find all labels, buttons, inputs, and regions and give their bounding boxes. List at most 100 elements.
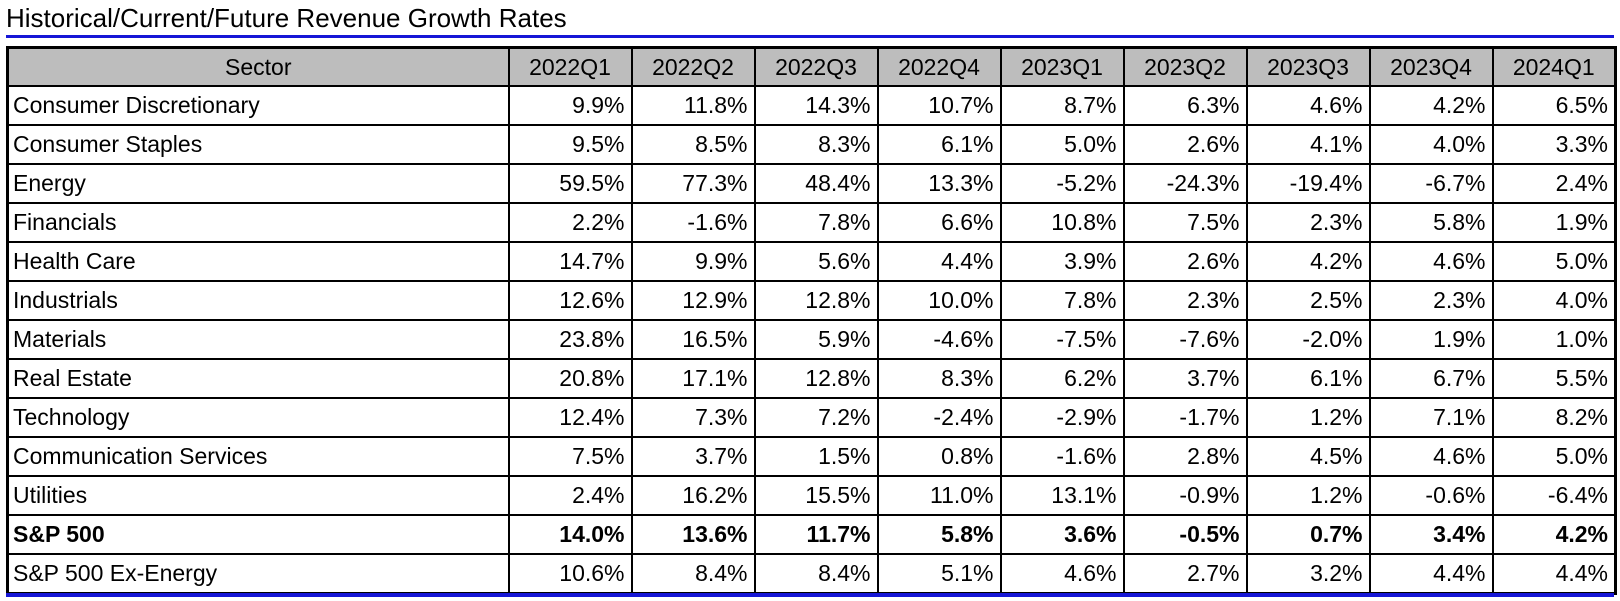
column-header-2022q1: 2022Q1 <box>507 46 633 87</box>
growth-value-cell: 12.4% <box>507 397 633 438</box>
growth-value-cell: 10.0% <box>876 280 1002 321</box>
table-row: Utilities 2.4% 16.2% 15.5% 11.0% 13.1% -0.9% 1.… <box>6 475 1617 516</box>
growth-value-cell: 7.3% <box>630 397 756 438</box>
growth-value-cell: 4.2% <box>1368 85 1494 126</box>
growth-value-cell: 2.6% <box>1122 124 1248 165</box>
growth-value-cell: 2.4% <box>507 475 633 516</box>
growth-value-cell: 15.5% <box>753 475 879 516</box>
sector-name-cell: Health Care <box>6 241 510 282</box>
growth-value-cell: 10.7% <box>876 85 1002 126</box>
growth-value-cell: 8.4% <box>753 553 879 594</box>
growth-value-cell: 7.5% <box>507 436 633 477</box>
growth-value-cell: 2.5% <box>1245 280 1371 321</box>
growth-value-cell: -2.0% <box>1245 319 1371 360</box>
bottom-rule <box>6 593 1614 597</box>
growth-value-cell: 6.1% <box>876 124 1002 165</box>
growth-value-cell: 16.5% <box>630 319 756 360</box>
growth-value-cell: 4.0% <box>1368 124 1494 165</box>
growth-value-cell: -6.4% <box>1491 475 1617 516</box>
growth-value-cell: -1.6% <box>999 436 1125 477</box>
growth-value-cell: -0.5% <box>1122 514 1248 555</box>
column-header-2023q3: 2023Q3 <box>1245 46 1371 87</box>
column-header-2023q1: 2023Q1 <box>999 46 1125 87</box>
growth-value-cell: 16.2% <box>630 475 756 516</box>
growth-value-cell: 4.0% <box>1491 280 1617 321</box>
growth-value-cell: 5.6% <box>753 241 879 282</box>
growth-value-cell: 6.7% <box>1368 358 1494 399</box>
growth-value-cell: 2.4% <box>1491 163 1617 204</box>
growth-value-cell: -19.4% <box>1245 163 1371 204</box>
growth-value-cell: 77.3% <box>630 163 756 204</box>
growth-value-cell: 2.3% <box>1245 202 1371 243</box>
table-row: Real Estate 20.8% 17.1% 12.8% 8.3% 6.2% 3.7% 6.… <box>6 358 1617 399</box>
table-row: Consumer Staples 9.5% 8.5% 8.3% 6.1% 5.0% 2.6%… <box>6 124 1617 165</box>
growth-value-cell: 10.8% <box>999 202 1125 243</box>
column-header-2022q4: 2022Q4 <box>876 46 1002 87</box>
growth-value-cell: 0.8% <box>876 436 1002 477</box>
growth-value-cell: 1.9% <box>1491 202 1617 243</box>
growth-value-cell: 48.4% <box>753 163 879 204</box>
growth-value-cell: 3.7% <box>1122 358 1248 399</box>
growth-value-cell: 10.6% <box>507 553 633 594</box>
growth-value-cell: 23.8% <box>507 319 633 360</box>
growth-value-cell: 7.5% <box>1122 202 1248 243</box>
sector-name-cell: Energy <box>6 163 510 204</box>
growth-value-cell: 4.6% <box>1368 436 1494 477</box>
growth-value-cell: 14.3% <box>753 85 879 126</box>
growth-value-cell: 2.3% <box>1122 280 1248 321</box>
growth-value-cell: -0.9% <box>1122 475 1248 516</box>
sector-name-cell: S&P 500 <box>6 514 510 555</box>
growth-value-cell: -5.2% <box>999 163 1125 204</box>
growth-value-cell: 14.0% <box>507 514 633 555</box>
growth-value-cell: 2.7% <box>1122 553 1248 594</box>
growth-value-cell: 3.9% <box>999 241 1125 282</box>
growth-value-cell: 6.5% <box>1491 85 1617 126</box>
growth-value-cell: -2.4% <box>876 397 1002 438</box>
growth-value-cell: 6.1% <box>1245 358 1371 399</box>
growth-value-cell: 1.0% <box>1491 319 1617 360</box>
growth-value-cell: 4.2% <box>1491 514 1617 555</box>
growth-value-cell: 7.8% <box>999 280 1125 321</box>
sector-name-cell: Financials <box>6 202 510 243</box>
growth-value-cell: 13.3% <box>876 163 1002 204</box>
growth-value-cell: 1.2% <box>1245 475 1371 516</box>
growth-value-cell: 13.1% <box>999 475 1125 516</box>
growth-value-cell: 5.5% <box>1491 358 1617 399</box>
growth-value-cell: 1.9% <box>1368 319 1494 360</box>
growth-value-cell: 8.7% <box>999 85 1125 126</box>
growth-value-cell: 2.2% <box>507 202 633 243</box>
growth-value-cell: 14.7% <box>507 241 633 282</box>
growth-value-cell: 59.5% <box>507 163 633 204</box>
growth-value-cell: -4.6% <box>876 319 1002 360</box>
table-header-row: Sector 2022Q1 2022Q2 2022Q3 2022Q4 2023Q1 2023… <box>6 46 1617 87</box>
growth-value-cell: 6.3% <box>1122 85 1248 126</box>
growth-value-cell: 12.9% <box>630 280 756 321</box>
growth-value-cell: 4.2% <box>1245 241 1371 282</box>
growth-value-cell: 12.8% <box>753 280 879 321</box>
growth-value-cell: -24.3% <box>1122 163 1248 204</box>
revenue-growth-table: Sector 2022Q1 2022Q2 2022Q3 2022Q4 2023Q1 2023… <box>6 46 1617 595</box>
sector-name-cell: Utilities <box>6 475 510 516</box>
growth-value-cell: 17.1% <box>630 358 756 399</box>
growth-value-cell: 8.5% <box>630 124 756 165</box>
sector-name-cell: Consumer Staples <box>6 124 510 165</box>
sector-name-cell: Materials <box>6 319 510 360</box>
growth-value-cell: 5.8% <box>1368 202 1494 243</box>
growth-value-cell: 12.8% <box>753 358 879 399</box>
table-row: Consumer Discretionary 9.9% 11.8% 14.3% 10.7… <box>6 85 1617 126</box>
growth-value-cell: 5.1% <box>876 553 1002 594</box>
growth-value-cell: 3.7% <box>630 436 756 477</box>
growth-value-cell: 7.8% <box>753 202 879 243</box>
growth-value-cell: 5.9% <box>753 319 879 360</box>
growth-value-cell: 8.3% <box>876 358 1002 399</box>
column-header-2023q4: 2023Q4 <box>1368 46 1494 87</box>
column-header-2023q2: 2023Q2 <box>1122 46 1248 87</box>
growth-value-cell: 7.2% <box>753 397 879 438</box>
table-row: S&P 500 14.0% 13.6% 11.7% 5.8% 3.6% -0.5% 0.7% 3… <box>6 514 1617 555</box>
growth-value-cell: 7.1% <box>1368 397 1494 438</box>
growth-value-cell: 4.1% <box>1245 124 1371 165</box>
growth-value-cell: 1.2% <box>1245 397 1371 438</box>
growth-value-cell: 11.0% <box>876 475 1002 516</box>
page-title: Historical/Current/Future Revenue Growth… <box>6 3 567 33</box>
column-header-sector: Sector <box>6 46 510 87</box>
